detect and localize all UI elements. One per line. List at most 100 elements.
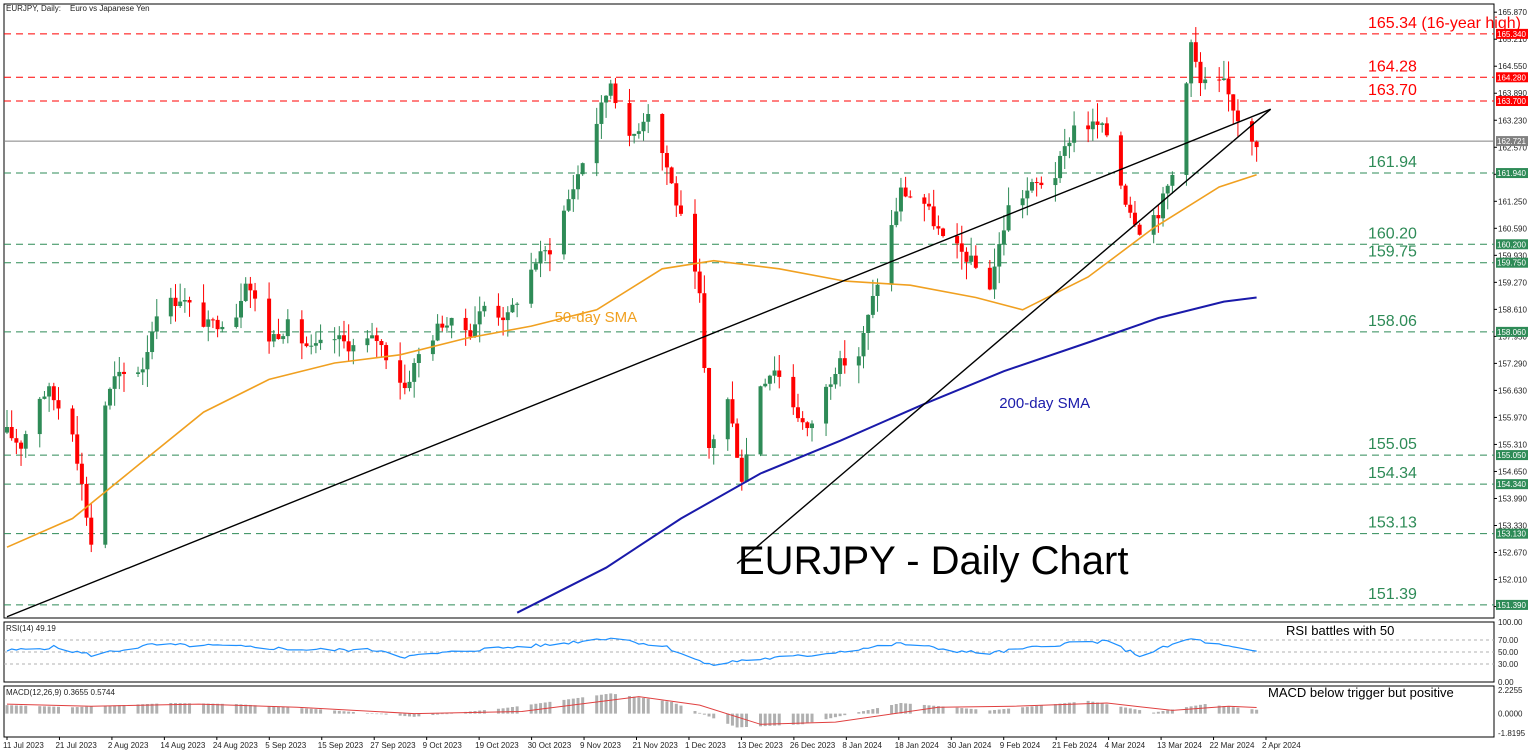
candle-body bbox=[604, 95, 609, 103]
candle-body bbox=[407, 381, 412, 389]
level-tag-bg bbox=[1496, 479, 1528, 490]
macd-bar bbox=[253, 705, 257, 714]
candle-body bbox=[1039, 182, 1044, 186]
macd-bar bbox=[571, 698, 575, 714]
candle-body bbox=[444, 325, 449, 328]
macd-bar bbox=[627, 696, 631, 714]
macd-bar bbox=[19, 705, 23, 714]
macd-bar bbox=[1021, 707, 1025, 714]
level-tag-bg bbox=[1496, 528, 1528, 539]
macd-bar bbox=[440, 713, 444, 715]
rsi-annotation: RSI battles with 50 bbox=[1286, 623, 1394, 638]
candle-body bbox=[318, 339, 323, 344]
candle-body bbox=[903, 187, 908, 197]
macd-bar bbox=[56, 706, 60, 714]
candle-body bbox=[341, 335, 346, 342]
macd-bar bbox=[384, 713, 388, 715]
level-label: 161.94 bbox=[1368, 154, 1417, 171]
candle-body bbox=[5, 426, 9, 433]
macd-bar bbox=[1170, 709, 1174, 714]
macd-histogram bbox=[5, 693, 1259, 728]
candle-body bbox=[210, 319, 215, 321]
candle-body bbox=[1100, 123, 1105, 125]
candle-body bbox=[234, 317, 239, 327]
candle-body bbox=[337, 335, 342, 340]
candle-body bbox=[1170, 174, 1175, 186]
macd-bar bbox=[712, 713, 716, 719]
macd-bar bbox=[216, 703, 220, 714]
level-tag: 161.940 bbox=[1497, 169, 1526, 178]
macd-bar bbox=[964, 708, 968, 714]
level-tag: 153.130 bbox=[1497, 530, 1526, 539]
macd-bar bbox=[445, 713, 449, 715]
candle-body bbox=[112, 376, 117, 389]
candle-body bbox=[239, 300, 244, 318]
macd-annotation: MACD below trigger but positive bbox=[1268, 685, 1454, 700]
macd-bar bbox=[562, 699, 566, 714]
candle-body bbox=[810, 423, 815, 429]
level-tag-bg bbox=[1496, 168, 1528, 179]
candle-body bbox=[636, 131, 641, 134]
candle-body bbox=[674, 183, 679, 206]
candle-body bbox=[173, 297, 178, 307]
candle-body bbox=[201, 302, 206, 327]
macd-bar bbox=[1128, 708, 1132, 714]
candle-body bbox=[1072, 125, 1077, 143]
macd-bar bbox=[674, 703, 678, 714]
candle-body bbox=[9, 426, 14, 439]
trendline bbox=[736, 108, 1272, 565]
x-tick-label: 22 Mar 2024 bbox=[1210, 741, 1255, 750]
macd-bar bbox=[314, 709, 318, 714]
price-tick-label: 165.210 bbox=[1498, 35, 1527, 44]
macd-bar bbox=[904, 703, 908, 714]
candle-body bbox=[168, 297, 173, 317]
macd-bar bbox=[14, 705, 18, 714]
macd-bar bbox=[1030, 706, 1034, 714]
candle-body bbox=[477, 311, 482, 325]
candle-body bbox=[1067, 142, 1072, 147]
x-tick-label: 21 Jul 2023 bbox=[55, 741, 97, 750]
candle-body bbox=[384, 345, 389, 361]
candle-body bbox=[632, 133, 637, 136]
candle-body bbox=[370, 335, 375, 339]
level-tag: 164.280 bbox=[1497, 73, 1526, 82]
macd-bar bbox=[927, 705, 931, 714]
macd-bar bbox=[108, 705, 112, 714]
level-label: 165.34 (16-year high) bbox=[1368, 15, 1521, 32]
candles bbox=[5, 27, 1259, 553]
candle-body bbox=[1095, 121, 1100, 125]
rsi-title: RSI(14) 49.19 bbox=[6, 624, 56, 633]
macd-bar bbox=[1236, 707, 1240, 714]
candle-body bbox=[964, 251, 969, 262]
macd-bar bbox=[609, 693, 613, 714]
candle-body bbox=[89, 517, 94, 545]
macd-bar bbox=[248, 704, 252, 714]
macd-bar bbox=[1039, 705, 1043, 714]
macd-bar bbox=[539, 703, 543, 714]
macd-bar bbox=[1222, 706, 1226, 714]
candle-body bbox=[594, 123, 599, 164]
level-tag-bg bbox=[1496, 450, 1528, 461]
macd-bar bbox=[136, 704, 140, 714]
macd-bar bbox=[267, 706, 271, 714]
macd-bar bbox=[735, 713, 739, 728]
macd-bar bbox=[843, 713, 847, 716]
macd-tick-label: 2.2255 bbox=[1498, 686, 1523, 695]
macd-bar bbox=[726, 713, 730, 724]
level-label: 160.20 bbox=[1368, 225, 1417, 242]
macd-bar bbox=[183, 703, 187, 714]
candle-body bbox=[1189, 42, 1194, 84]
price-tick-label: 155.310 bbox=[1498, 440, 1527, 449]
macd-bar bbox=[861, 711, 865, 714]
level-tag: 151.390 bbox=[1497, 601, 1526, 610]
candle-body bbox=[136, 372, 141, 374]
price-tick-label: 153.330 bbox=[1498, 521, 1527, 530]
macd-bar bbox=[141, 704, 145, 714]
candle-body bbox=[842, 358, 847, 366]
macd-bar bbox=[759, 713, 763, 727]
candle-body bbox=[220, 326, 225, 330]
candle-body bbox=[79, 463, 84, 484]
candle-body bbox=[440, 323, 445, 328]
candle-body bbox=[309, 345, 314, 347]
macd-bar bbox=[576, 697, 580, 714]
